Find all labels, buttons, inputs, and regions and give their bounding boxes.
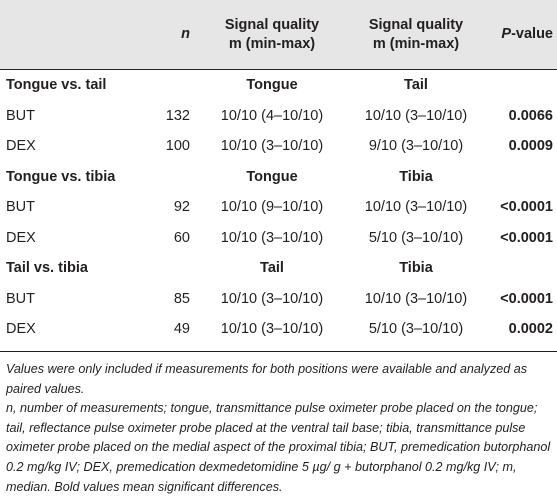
header-n: n xyxy=(181,26,190,42)
row-quality-1: 10/10 (3–10/10) xyxy=(220,138,324,155)
row-label: DEX xyxy=(6,321,36,338)
group-row: Tongue vs. tibia Tongue Tibia xyxy=(0,162,557,193)
row-p-value: <0.0001 xyxy=(500,290,553,307)
row-p-value: <0.0001 xyxy=(500,199,553,216)
table-footnotes: Values were only included if measurement… xyxy=(0,351,557,497)
row-label: BUT xyxy=(6,107,35,124)
group-title: Tongue vs. tibia xyxy=(6,168,116,185)
row-quality-2: 5/10 (3–10/10) xyxy=(368,321,464,338)
row-n: 60 xyxy=(173,229,190,246)
row-quality-1: 10/10 (3–10/10) xyxy=(220,229,324,246)
group-col3-label: Tibia xyxy=(399,168,433,185)
header-p-value: P-value xyxy=(501,26,553,42)
row-quality-2: 10/10 (3–10/10) xyxy=(364,199,468,216)
row-label: DEX xyxy=(6,138,36,155)
row-label: BUT xyxy=(6,199,35,216)
group-col2-label: Tongue xyxy=(246,168,298,185)
group-row: Tongue vs. tail Tongue Tail xyxy=(0,69,557,101)
row-n: 85 xyxy=(173,290,190,307)
group-col2-label: Tail xyxy=(260,260,284,277)
group-title: Tail vs. tibia xyxy=(6,260,88,277)
table-row: BUT 85 10/10 (3–10/10) 10/10 (3–10/10) <… xyxy=(0,284,557,315)
row-quality-2: 5/10 (3–10/10) xyxy=(368,229,464,246)
row-n: 49 xyxy=(173,321,190,338)
header-blank xyxy=(0,0,122,70)
footnote-paired-values: Values were only included if measurement… xyxy=(6,362,528,396)
header-signal-quality-1: Signal quality m (min-max) xyxy=(224,16,320,52)
row-label: BUT xyxy=(6,290,35,307)
header-signal-quality-2: Signal quality m (min-max) xyxy=(368,16,464,52)
row-label: DEX xyxy=(6,229,36,246)
table-header-background xyxy=(0,0,557,69)
group-title: Tongue vs. tail xyxy=(0,69,122,101)
row-p-value: 0.0002 xyxy=(508,321,553,338)
table-row: DEX 60 10/10 (3–10/10) 5/10 (3–10/10) <0… xyxy=(0,223,557,254)
row-quality-1: 10/10 (3–10/10) xyxy=(220,290,324,307)
group-col2-label: Tongue xyxy=(202,69,342,101)
group-col3-label: Tail xyxy=(342,69,490,101)
row-quality-1: 10/10 (9–10/10) xyxy=(220,199,324,216)
row-quality-2: 10/10 (3–10/10) xyxy=(364,107,468,124)
footnote-abbreviations: n, number of measurements; tongue, trans… xyxy=(6,401,551,494)
row-quality-2: 10/10 (3–10/10) xyxy=(364,290,468,307)
results-table: n Signal quality m (min-max) Signal quali… xyxy=(0,0,557,345)
header-row: n Signal quality m (min-max) Signal quali… xyxy=(0,0,557,70)
row-n: 92 xyxy=(173,199,190,216)
row-quality-1: 10/10 (4–10/10) xyxy=(220,107,324,124)
row-quality-1: 10/10 (3–10/10) xyxy=(220,321,324,338)
row-n: 132 xyxy=(165,107,190,124)
table-row: DEX 100 10/10 (3–10/10) 9/10 (3–10/10) 0… xyxy=(0,131,557,162)
table-row: BUT 92 10/10 (9–10/10) 10/10 (3–10/10) <… xyxy=(0,192,557,223)
table-row: BUT 132 10/10 (4–10/10) 10/10 (3–10/10) … xyxy=(0,101,557,132)
row-n: 100 xyxy=(165,138,190,155)
row-p-value: 0.0009 xyxy=(508,138,553,155)
row-p-value: 0.0066 xyxy=(508,107,553,124)
row-quality-2: 9/10 (3–10/10) xyxy=(368,138,464,155)
group-row: Tail vs. tibia Tail Tibia xyxy=(0,253,557,284)
table-row: DEX 49 10/10 (3–10/10) 5/10 (3–10/10) 0.… xyxy=(0,314,557,345)
group-col3-label: Tibia xyxy=(399,260,433,277)
row-p-value: <0.0001 xyxy=(500,229,553,246)
